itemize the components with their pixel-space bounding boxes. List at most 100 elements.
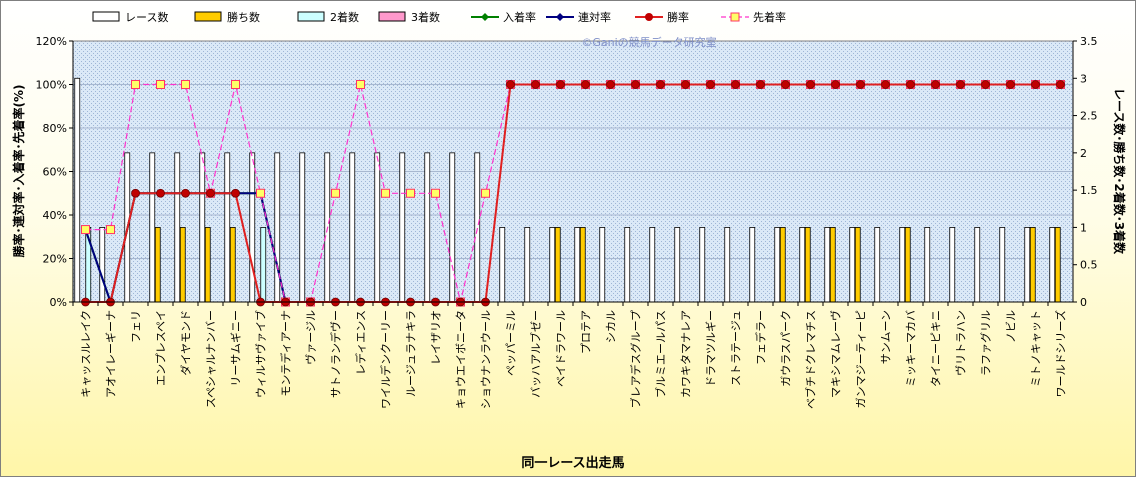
legend-swatch-3着数 (378, 11, 406, 22)
x-tick-label: ダイヤモンド (179, 310, 193, 376)
bar-レース数 (999, 227, 1006, 303)
x-tick-label: キョウエイボニータ (455, 310, 468, 409)
x-tick-label: リーサムギニー (230, 310, 243, 387)
x-axis-label: 同一レース出走馬 (521, 455, 624, 471)
bar-レース数 (699, 227, 706, 303)
x-tick-label: カワキタマナレア (680, 310, 693, 398)
bar-レース数 (249, 152, 256, 303)
bar-レース数 (549, 227, 556, 303)
y-left-tick-label: 100% (36, 79, 67, 92)
line-勝率 (85, 83, 1061, 303)
legend-label-連対率: 連対率 (578, 10, 611, 24)
bar-レース数 (74, 77, 81, 303)
marker-勝率 (856, 80, 865, 89)
legend-label-レース数: レース数 (125, 11, 168, 24)
legend: レース数 勝ち数 2着数 3着数 入着率 連対率 勝率 先着率 (92, 10, 786, 24)
bar-レース数 (499, 227, 506, 303)
bar-レース数 (1024, 227, 1031, 303)
bar-勝ち数 (804, 227, 811, 303)
x-tick-label: ヴァージル (304, 310, 318, 365)
marker-先着率 (231, 80, 240, 89)
bar-レース数 (849, 227, 856, 303)
marker-先着率 (331, 188, 340, 198)
x-tick-label: マキシマムレーヴ (829, 310, 843, 398)
marker-勝率 (731, 80, 740, 89)
marker-勝率 (656, 80, 665, 89)
marker-勝率 (1006, 80, 1015, 89)
marker-勝率 (781, 80, 790, 89)
bar-勝ち数 (579, 227, 586, 303)
x-tick-label: ガンマジーティーピ (855, 310, 868, 408)
bar-レース数 (449, 152, 456, 303)
bar-layer (74, 77, 1061, 303)
bar-レース数 (874, 227, 881, 303)
marker-先着率 (81, 225, 90, 235)
bar-レース数 (224, 152, 231, 303)
marker-先着率 (356, 80, 365, 89)
marker-勝率 (806, 80, 815, 89)
y-left-tick-label: 20% (43, 253, 67, 266)
x-tick-label: ワイルデンクーリー (379, 310, 393, 409)
marker-勝率 (531, 80, 540, 89)
legend-marker-入着率 (481, 13, 489, 21)
bar-レース数 (149, 152, 156, 303)
marker-勝率 (506, 80, 515, 89)
x-tick-label: タイニーピキニ (930, 310, 943, 387)
bar-レース数 (974, 227, 981, 303)
x-tick-label: エンプレスペイ (155, 310, 168, 386)
marker-勝率 (831, 80, 840, 89)
bar-勝ち数 (1029, 227, 1036, 303)
marker-先着率 (431, 188, 440, 198)
bar-勝ち数 (1054, 227, 1061, 303)
bar-レース数 (274, 152, 281, 303)
legend-label-3着数: 3着数 (411, 10, 440, 24)
marker-勝率 (906, 80, 915, 89)
bar-レース数 (674, 227, 681, 303)
bar-勝ち数 (154, 227, 161, 303)
x-tick-label: ガウラスパーク (780, 310, 793, 387)
marker-勝率 (981, 80, 990, 89)
legend-swatch-勝ち数 (194, 11, 222, 22)
x-tick-label: ブルミエールパス (654, 310, 668, 398)
bar-レース数 (374, 152, 381, 303)
marker-先着率 (256, 188, 265, 198)
bar-勝ち数 (829, 227, 836, 303)
bar-2着数 (260, 227, 267, 303)
bar-レース数 (524, 227, 531, 303)
legend-swatch-レース数 (92, 11, 120, 22)
bar-勝ち数 (854, 227, 861, 303)
marker-勝率 (231, 188, 240, 198)
x-tick-label: ショウナンラウール (480, 310, 493, 409)
marker-先着率 (481, 188, 490, 198)
x-tick-label: ストラテージュ (730, 310, 743, 386)
bar-レース数 (724, 227, 731, 303)
x-tick-label: サトノランデヴー (329, 310, 343, 398)
y-right-tick-label: 1 (1080, 221, 1087, 234)
x-tick-label: ヴリトラハン (954, 310, 968, 376)
marker-勝率 (181, 188, 190, 198)
y-right-tick-label: 0.5 (1080, 259, 1098, 272)
x-tick-label: スペシャルナンバー (205, 310, 218, 408)
x-tick-label: ドラマツルギー (705, 310, 718, 387)
x-tick-label: モンテディアーナ (279, 310, 293, 397)
bar-レース数 (174, 152, 181, 303)
x-tick-label: ワールドシリーズ (1054, 310, 1068, 397)
marker-勝率 (631, 80, 640, 89)
x-tick-label: バッハアルブゼー (529, 310, 543, 398)
marker-先着率 (181, 80, 190, 89)
marker-勝率 (206, 188, 215, 198)
marker-勝率 (881, 80, 890, 89)
x-tick-label: レディエンス (354, 310, 368, 375)
bar-レース数 (1049, 227, 1056, 303)
watermark: ©Ganiの競馬データ研究室 (581, 35, 716, 49)
bar-勝ち数 (779, 227, 786, 303)
marker-勝率 (1056, 80, 1065, 89)
bar-レース数 (349, 152, 356, 303)
x-tick-label: ミトノキャット (1030, 310, 1043, 387)
bar-レース数 (574, 227, 581, 303)
bar-レース数 (299, 152, 306, 303)
y-right-tick-label: 3 (1080, 72, 1087, 85)
bar-レース数 (924, 227, 931, 303)
y-right-tick-label: 2 (1080, 147, 1087, 160)
marker-勝率 (556, 80, 565, 89)
